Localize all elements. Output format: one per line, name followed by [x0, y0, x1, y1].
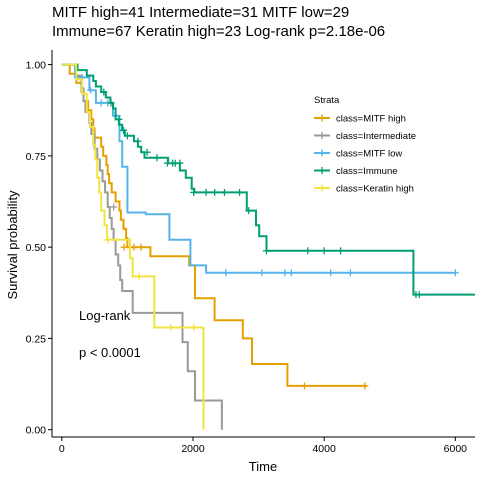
- legend-label: class=MITF low: [336, 149, 402, 160]
- censor-mark: [123, 132, 131, 140]
- legend-item: class=Intermediate: [314, 131, 416, 142]
- censor-mark: [415, 291, 423, 299]
- legend-label: class=MITF high: [336, 114, 406, 125]
- censor-mark: [190, 188, 198, 196]
- censor-mark: [262, 247, 270, 255]
- censor-mark: [134, 137, 142, 145]
- y-tick-label: 0.00: [26, 425, 47, 437]
- legend-title: Strata: [314, 95, 340, 106]
- censor-mark: [346, 269, 354, 277]
- censor-mark: [236, 188, 244, 196]
- censor-mark: [130, 243, 138, 251]
- x-tick-label: 4000: [312, 443, 336, 455]
- censor-mark: [143, 148, 151, 156]
- censor-mark: [245, 207, 253, 215]
- censor-mark: [211, 188, 219, 196]
- legend-item: class=MITF high: [314, 114, 406, 125]
- censor-mark: [202, 188, 210, 196]
- legend-item: class=Immune: [314, 166, 398, 177]
- censor-mark: [361, 382, 369, 390]
- censor-mark: [220, 188, 228, 196]
- censor-mark: [222, 269, 230, 277]
- censor-mark: [119, 126, 127, 134]
- legend-label: class=Intermediate: [336, 131, 416, 142]
- x-tick-label: 0: [59, 443, 65, 455]
- censor-mark: [258, 269, 266, 277]
- logrank-label: Log-rank: [79, 308, 131, 323]
- censor-mark: [135, 272, 143, 280]
- censor-mark: [120, 243, 128, 251]
- y-axis-title: Survival probability: [5, 190, 20, 300]
- censor-mark: [107, 99, 115, 107]
- censor-mark: [87, 86, 95, 94]
- censor-mark: [337, 247, 345, 255]
- censor-mark: [287, 269, 295, 277]
- series-line-3: [61, 63, 475, 296]
- series-line-0: [61, 63, 367, 387]
- censor-mark: [167, 323, 175, 331]
- censor-mark: [190, 323, 198, 331]
- legend-label: class=Immune: [336, 166, 398, 177]
- censor-mark: [137, 243, 145, 251]
- series-line-4: [61, 63, 205, 430]
- censor-mark: [176, 159, 184, 167]
- censor-mark: [104, 236, 112, 244]
- censor-mark: [97, 99, 105, 107]
- censor-mark: [300, 382, 308, 390]
- censor-mark: [327, 269, 335, 277]
- censor-mark: [153, 154, 161, 162]
- y-tick-label: 1.00: [26, 60, 47, 72]
- axes: 0 2000 4000 6000 0.00 0.25 0.50 0.75 1.00: [26, 50, 475, 455]
- logrank-pvalue: p < 0.0001: [79, 345, 141, 360]
- censor-mark: [110, 203, 118, 211]
- censor-mark: [115, 115, 123, 123]
- legend-item: class=Keratin high: [314, 184, 414, 195]
- x-tick-label: 6000: [444, 443, 468, 455]
- censor-mark: [320, 247, 328, 255]
- censor-mark: [281, 269, 289, 277]
- y-tick-label: 0.75: [26, 151, 47, 163]
- x-tick-label: 2000: [181, 443, 205, 455]
- y-tick-label: 0.25: [26, 333, 47, 345]
- legend-item: class=MITF low: [314, 149, 402, 160]
- censor-mark: [304, 247, 312, 255]
- plot-area: [61, 63, 475, 430]
- y-tick-label: 0.50: [26, 242, 47, 254]
- censor-mark: [451, 269, 459, 277]
- legend: Strata class=MITF high class=Intermediate…: [314, 95, 416, 195]
- x-axis-title: Time: [249, 459, 277, 474]
- censor-mark: [100, 88, 108, 96]
- legend-label: class=Keratin high: [336, 184, 414, 195]
- chart-title-line-2: Immune=67 Keratin high=23 Log-rank p=2.1…: [52, 23, 385, 40]
- chart-title-line-1: MITF high=41 Intermediate=31 MITF low=29: [52, 4, 349, 21]
